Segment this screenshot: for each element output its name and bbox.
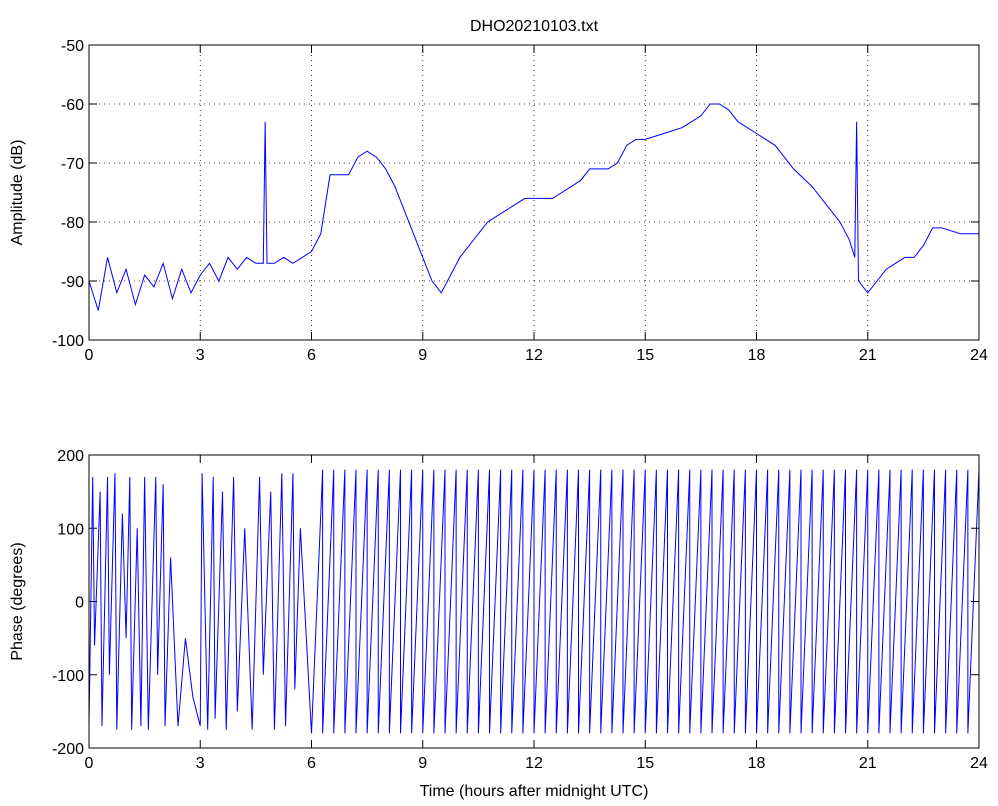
x-tick-label: 12 [525,347,543,364]
data-line [88,103,979,311]
x-tick-label: 0 [85,347,94,364]
y-tick-label: 100 [57,521,84,538]
x-tick-label: 18 [748,755,766,772]
x-tick-label: 3 [196,755,205,772]
x-tick-label: 15 [636,347,654,364]
y-tick-label: -70 [61,156,84,173]
x-tick-label: 18 [748,347,766,364]
y-axis-label: Amplitude (dB) [9,140,26,246]
x-tick-label: 24 [970,347,988,364]
x-tick-label: 24 [970,755,988,772]
axes-box [88,44,980,341]
data-line [88,469,980,734]
chart-title: DHO20210103.txt [470,18,599,35]
y-tick-label: 0 [75,595,84,612]
y-tick-label: -60 [61,97,84,114]
y-axis-label: Phase (degrees) [9,542,26,660]
x-tick-label: 15 [636,755,654,772]
y-tick-label: -80 [61,215,84,232]
x-axis-label: Time (hours after midnight UTC) [420,783,649,800]
axes-box [88,454,980,749]
y-tick-label: -200 [52,741,84,758]
x-tick-label: 21 [859,755,877,772]
x-tick-label: 9 [418,755,427,772]
y-tick-label: -100 [52,333,84,350]
x-tick-label: 12 [525,755,543,772]
y-tick-label: -50 [61,38,84,55]
y-tick-label: -90 [61,274,84,291]
x-tick-label: 21 [859,347,877,364]
x-tick-label: 0 [85,755,94,772]
x-tick-label: 9 [418,347,427,364]
y-tick-label: 200 [57,448,84,465]
x-tick-label: 6 [307,347,316,364]
x-tick-label: 3 [196,347,205,364]
x-tick-label: 6 [307,755,316,772]
y-tick-label: -100 [52,668,84,685]
